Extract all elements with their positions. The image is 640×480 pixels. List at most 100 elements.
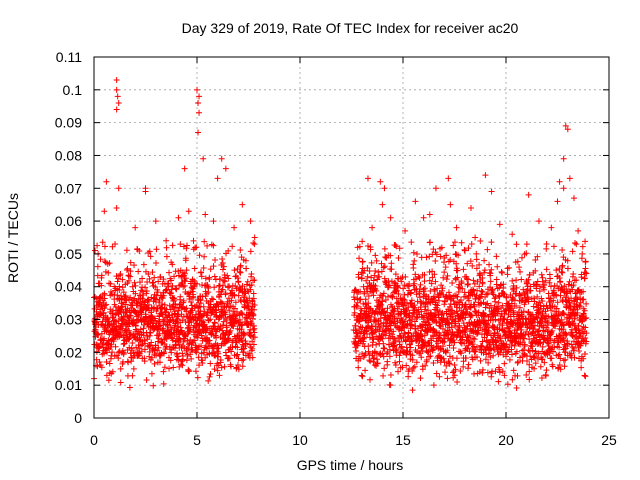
data-point — [175, 214, 182, 221]
data-point — [219, 266, 226, 273]
data-point — [183, 245, 190, 252]
data-point — [488, 266, 495, 273]
data-point — [200, 322, 207, 329]
data-point — [467, 311, 474, 318]
data-point — [463, 275, 470, 282]
data-point — [513, 384, 520, 391]
data-point — [576, 347, 583, 354]
data-point — [193, 280, 200, 287]
data-point — [415, 273, 422, 280]
data-point — [484, 246, 491, 253]
data-point — [517, 268, 524, 275]
data-point — [118, 304, 125, 311]
data-point — [206, 274, 213, 281]
data-point — [98, 364, 105, 371]
data-point — [191, 265, 198, 272]
data-point — [550, 243, 557, 250]
data-point — [557, 278, 564, 285]
data-point — [571, 240, 578, 247]
data-point — [573, 277, 580, 284]
data-point — [443, 310, 450, 317]
data-point — [583, 330, 590, 337]
data-point — [378, 301, 385, 308]
data-point — [163, 244, 170, 251]
data-point — [167, 357, 174, 364]
data-point — [405, 304, 412, 311]
data-point — [439, 285, 446, 292]
data-point — [408, 322, 415, 329]
data-point — [387, 372, 394, 379]
data-point — [473, 265, 480, 272]
data-point — [509, 231, 516, 238]
axis-ticks — [93, 56, 610, 419]
data-point — [358, 307, 365, 314]
data-point — [157, 322, 164, 329]
data-point — [532, 267, 539, 274]
data-point — [442, 264, 449, 271]
data-point — [227, 327, 234, 334]
data-point — [426, 277, 433, 284]
data-point — [531, 365, 538, 372]
data-point — [549, 363, 556, 370]
data-point — [113, 106, 120, 113]
data-point — [505, 264, 512, 271]
data-point — [218, 300, 225, 307]
data-point — [211, 320, 218, 327]
data-point — [398, 278, 405, 285]
data-point — [358, 275, 365, 282]
data-point — [225, 247, 232, 254]
data-point — [410, 264, 417, 271]
data-point — [439, 325, 446, 332]
data-point — [387, 252, 394, 259]
data-point — [483, 291, 490, 298]
data-point — [131, 262, 138, 269]
data-point — [115, 275, 122, 282]
data-point — [152, 315, 159, 322]
data-point — [490, 352, 497, 359]
data-point — [173, 286, 180, 293]
data-point — [478, 331, 485, 338]
data-point — [188, 355, 195, 362]
data-point — [445, 319, 452, 326]
data-point — [186, 314, 193, 321]
data-point — [446, 342, 453, 349]
data-point — [116, 283, 123, 290]
data-point — [210, 218, 217, 225]
data-point — [380, 353, 387, 360]
data-point — [114, 278, 121, 285]
data-point — [127, 273, 134, 280]
data-point — [506, 356, 513, 363]
data-point — [521, 341, 528, 348]
data-point — [453, 260, 460, 267]
data-point — [207, 266, 214, 273]
data-point — [440, 274, 447, 281]
data-point — [536, 299, 543, 306]
data-point — [147, 329, 154, 336]
data-point — [513, 303, 520, 310]
data-point — [207, 316, 214, 323]
data-point — [560, 357, 567, 364]
data-point — [366, 334, 373, 341]
data-point — [357, 355, 364, 362]
data-point — [218, 364, 225, 371]
data-point — [482, 321, 489, 328]
data-point — [471, 336, 478, 343]
data-point — [359, 258, 366, 265]
data-point — [560, 309, 567, 316]
data-point — [114, 292, 121, 299]
data-point — [136, 345, 143, 352]
data-point — [104, 314, 111, 321]
data-point — [113, 86, 120, 93]
data-point — [107, 306, 114, 313]
data-point — [418, 308, 425, 315]
data-point — [358, 372, 365, 379]
data-point — [543, 266, 550, 273]
data-point — [503, 341, 510, 348]
data-point — [234, 351, 241, 358]
data-point — [94, 242, 101, 249]
x-tick-label: 15 — [395, 432, 411, 448]
data-point — [437, 346, 444, 353]
data-point — [234, 344, 241, 351]
data-point — [387, 382, 394, 389]
data-point — [370, 292, 377, 299]
